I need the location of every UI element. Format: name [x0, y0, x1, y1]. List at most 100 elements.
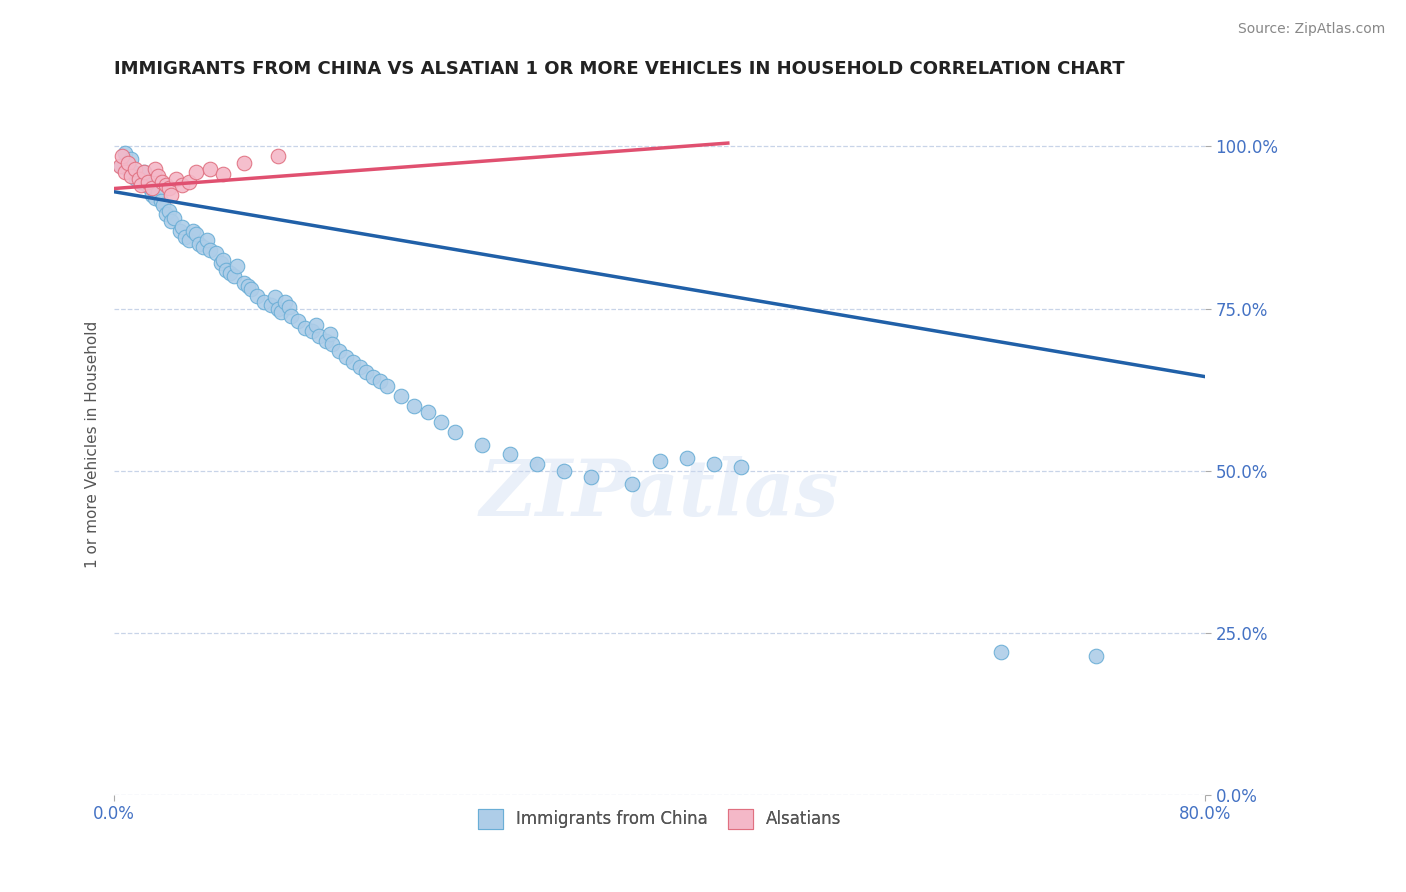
Point: [321, 337, 343, 351]
Point: [128, 171, 150, 186]
Point: [389, 389, 412, 403]
Point: [270, 305, 292, 319]
Y-axis label: 1 or more Vehicles in Household: 1 or more Vehicles in Household: [86, 321, 100, 568]
Point: [165, 171, 187, 186]
Point: [191, 240, 214, 254]
Point: [184, 165, 207, 179]
Point: [184, 227, 207, 241]
Text: IMMIGRANTS FROM CHINA VS ALSATIAN 1 OR MORE VEHICLES IN HOUSEHOLD CORRELATION CH: IMMIGRANTS FROM CHINA VS ALSATIAN 1 OR M…: [114, 60, 1125, 78]
Point: [172, 178, 194, 193]
Point: [232, 155, 254, 169]
Point: [264, 290, 287, 304]
Point: [146, 169, 169, 183]
Point: [375, 379, 398, 393]
Point: [157, 204, 180, 219]
Legend: Immigrants from China, Alsatians: Immigrants from China, Alsatians: [471, 802, 848, 836]
Point: [169, 224, 191, 238]
Point: [416, 405, 439, 419]
Point: [219, 266, 242, 280]
Point: [128, 169, 150, 183]
Point: [294, 321, 316, 335]
Point: [273, 295, 295, 310]
Point: [120, 169, 142, 183]
Point: [124, 162, 146, 177]
Point: [187, 236, 209, 251]
Point: [239, 282, 262, 296]
Point: [215, 262, 238, 277]
Point: [212, 252, 235, 267]
Point: [152, 198, 174, 212]
Point: [287, 314, 309, 328]
Point: [146, 185, 169, 199]
Point: [135, 178, 157, 193]
Point: [136, 175, 159, 189]
Point: [111, 149, 134, 163]
Point: [160, 214, 183, 228]
Point: [172, 220, 194, 235]
Point: [155, 207, 177, 221]
Point: [110, 159, 132, 173]
Point: [122, 165, 145, 179]
Point: [305, 318, 328, 332]
Point: [703, 457, 725, 471]
Point: [253, 295, 276, 310]
Point: [308, 328, 330, 343]
Point: [117, 155, 139, 169]
Point: [198, 243, 221, 257]
Point: [114, 165, 136, 179]
Text: Source: ZipAtlas.com: Source: ZipAtlas.com: [1237, 22, 1385, 37]
Point: [267, 301, 290, 316]
Point: [114, 145, 136, 160]
Point: [498, 448, 520, 462]
Point: [157, 181, 180, 195]
Point: [318, 327, 340, 342]
Point: [404, 399, 426, 413]
Point: [328, 343, 350, 358]
Point: [730, 460, 752, 475]
Point: [1085, 648, 1108, 663]
Point: [990, 645, 1012, 659]
Point: [141, 188, 163, 202]
Point: [277, 300, 299, 314]
Point: [155, 178, 177, 193]
Point: [150, 175, 173, 189]
Point: [131, 175, 153, 189]
Point: [138, 181, 160, 195]
Point: [260, 298, 283, 312]
Point: [143, 191, 166, 205]
Point: [195, 234, 218, 248]
Point: [181, 224, 204, 238]
Point: [120, 153, 142, 167]
Point: [117, 162, 139, 177]
Point: [179, 234, 201, 248]
Point: [143, 162, 166, 177]
Point: [212, 167, 235, 181]
Point: [444, 425, 467, 439]
Point: [301, 324, 323, 338]
Point: [205, 246, 228, 260]
Point: [163, 211, 186, 225]
Point: [224, 269, 246, 284]
Point: [160, 188, 183, 202]
Point: [236, 278, 259, 293]
Point: [356, 365, 378, 379]
Point: [361, 369, 384, 384]
Point: [430, 415, 453, 429]
Point: [471, 438, 494, 452]
Point: [581, 470, 603, 484]
Point: [134, 165, 156, 179]
Point: [349, 359, 371, 374]
Point: [676, 450, 699, 465]
Point: [174, 230, 197, 244]
Point: [280, 310, 302, 324]
Point: [209, 256, 232, 270]
Point: [342, 355, 364, 369]
Point: [621, 476, 644, 491]
Point: [246, 288, 269, 302]
Point: [108, 159, 131, 173]
Point: [198, 162, 221, 177]
Point: [125, 171, 148, 186]
Point: [335, 350, 357, 364]
Point: [368, 374, 391, 388]
Point: [553, 464, 575, 478]
